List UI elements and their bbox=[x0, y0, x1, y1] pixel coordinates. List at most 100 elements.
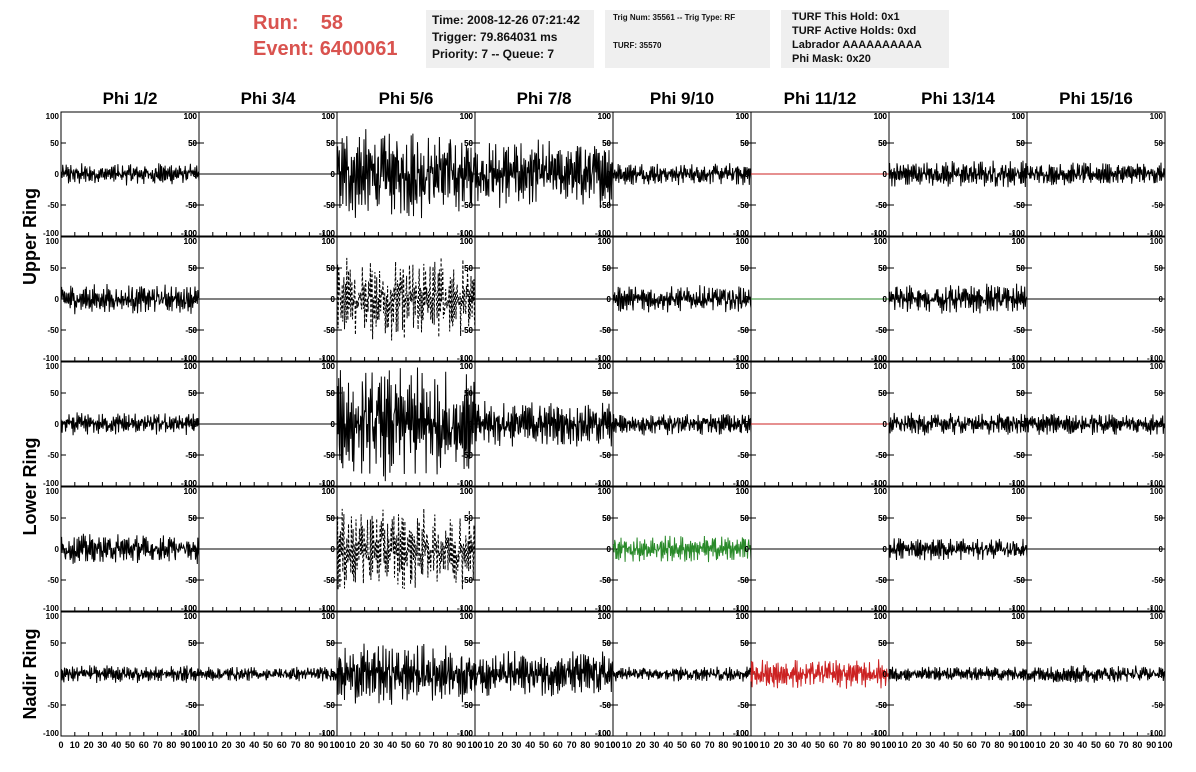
y-tick-label: 0 bbox=[331, 670, 336, 679]
waveform-trace bbox=[612, 163, 752, 186]
y-tick-label: -50 bbox=[461, 201, 473, 210]
waveform-trace bbox=[60, 533, 200, 565]
x-tick-label: 60 bbox=[829, 740, 839, 750]
x-tick-label: 100 bbox=[191, 740, 206, 750]
x-tick-label: 40 bbox=[249, 740, 259, 750]
y-tick-label: 100 bbox=[184, 362, 198, 371]
y-tick-label: 50 bbox=[464, 264, 473, 273]
y-tick-label: 50 bbox=[1154, 264, 1163, 273]
y-tick-label: -50 bbox=[185, 701, 197, 710]
y-tick-label: -100 bbox=[871, 729, 888, 738]
y-tick-label: 50 bbox=[188, 139, 197, 148]
event-value: 6400061 bbox=[319, 38, 398, 60]
y-tick-label: 100 bbox=[598, 612, 612, 621]
y-tick-label: 50 bbox=[602, 639, 611, 648]
y-tick-label: 50 bbox=[1016, 389, 1025, 398]
column-header: Phi 15/16 bbox=[1059, 89, 1133, 108]
y-tick-label: -50 bbox=[737, 701, 749, 710]
waveform-trace bbox=[336, 367, 476, 482]
y-tick-label: 0 bbox=[331, 545, 336, 554]
y-tick-label: 50 bbox=[1154, 639, 1163, 648]
y-tick-label: -50 bbox=[47, 326, 59, 335]
y-tick-label: -100 bbox=[181, 354, 198, 363]
x-tick-label: 20 bbox=[360, 740, 370, 750]
y-tick-label: 50 bbox=[188, 264, 197, 273]
y-tick-label: 100 bbox=[736, 612, 750, 621]
y-tick-label: -100 bbox=[457, 479, 474, 488]
waveform-trace bbox=[336, 129, 476, 219]
y-tick-label: -50 bbox=[47, 576, 59, 585]
y-tick-label: 0 bbox=[607, 545, 612, 554]
y-tick-label: -100 bbox=[181, 354, 198, 363]
y-tick-label: 50 bbox=[740, 139, 749, 148]
y-tick-label: 50 bbox=[740, 264, 749, 273]
y-tick-label: -100 bbox=[319, 479, 336, 488]
waveform-trace bbox=[60, 665, 200, 684]
y-tick-label: 0 bbox=[469, 545, 474, 554]
y-tick-label: -50 bbox=[323, 201, 335, 210]
y-tick-label: 50 bbox=[326, 139, 335, 148]
y-tick-label: -50 bbox=[1013, 576, 1025, 585]
y-tick-label: -100 bbox=[319, 229, 336, 238]
y-tick-label: -50 bbox=[1013, 201, 1025, 210]
y-tick-label: 0 bbox=[331, 295, 336, 304]
y-tick-label: -100 bbox=[733, 479, 750, 488]
y-tick-label: 100 bbox=[322, 237, 336, 246]
y-tick-label: 100 bbox=[598, 112, 612, 121]
y-tick-label: 0 bbox=[469, 170, 474, 179]
x-tick-label: 20 bbox=[84, 740, 94, 750]
y-tick-label: 50 bbox=[878, 514, 887, 523]
trig-num-text: Trig Num: 35561 -- Trig Type: RF bbox=[613, 13, 736, 22]
x-tick-label: 100 bbox=[329, 740, 344, 750]
y-tick-label: 50 bbox=[1016, 264, 1025, 273]
y-tick-label: 100 bbox=[598, 487, 612, 496]
y-tick-label: -50 bbox=[875, 326, 887, 335]
y-tick-label: 50 bbox=[740, 389, 749, 398]
y-tick-label: 100 bbox=[1150, 362, 1164, 371]
x-tick-label: 50 bbox=[401, 740, 411, 750]
y-tick-label: 100 bbox=[184, 612, 198, 621]
y-tick-label: -50 bbox=[461, 451, 473, 460]
x-tick-label: 10 bbox=[70, 740, 80, 750]
waveform-trace bbox=[336, 643, 476, 705]
column-header: Phi 11/12 bbox=[784, 89, 857, 108]
y-tick-label: 0 bbox=[1021, 295, 1026, 304]
waveform-trace bbox=[750, 659, 890, 689]
y-tick-label: -100 bbox=[319, 604, 336, 613]
row-group-label: Lower Ring bbox=[20, 438, 40, 536]
y-tick-label: 50 bbox=[1016, 514, 1025, 523]
event-row: Event: 6400061 bbox=[253, 36, 398, 62]
y-tick-label: 50 bbox=[878, 514, 887, 523]
y-tick-label: -100 bbox=[1009, 604, 1026, 613]
y-tick-label: 100 bbox=[184, 362, 198, 371]
y-tick-label: 0 bbox=[883, 545, 888, 554]
y-tick-label: -50 bbox=[875, 201, 887, 210]
y-tick-label: 0 bbox=[1021, 670, 1026, 679]
y-tick-label: 100 bbox=[460, 112, 474, 121]
waveform-trace bbox=[888, 283, 1028, 314]
x-tick-label: 40 bbox=[939, 740, 949, 750]
y-tick-label: 50 bbox=[464, 139, 473, 148]
y-tick-label: -100 bbox=[871, 729, 888, 738]
x-tick-label: 70 bbox=[153, 740, 163, 750]
y-tick-label: 0 bbox=[55, 295, 60, 304]
y-tick-label: -100 bbox=[871, 354, 888, 363]
y-tick-label: -50 bbox=[737, 451, 749, 460]
x-tick-label: 90 bbox=[870, 740, 880, 750]
x-tick-label: 0 bbox=[58, 740, 63, 750]
y-tick-label: 0 bbox=[193, 545, 198, 554]
y-tick-label: -100 bbox=[1009, 479, 1026, 488]
y-tick-label: -100 bbox=[871, 604, 888, 613]
x-tick-label: 60 bbox=[139, 740, 149, 750]
y-tick-label: -50 bbox=[737, 326, 749, 335]
y-tick-label: 50 bbox=[50, 139, 59, 148]
y-tick-label: -50 bbox=[323, 451, 335, 460]
y-tick-label: 100 bbox=[322, 112, 336, 121]
y-tick-label: -100 bbox=[181, 729, 198, 738]
event-label: Event: bbox=[253, 38, 315, 60]
y-tick-label: -100 bbox=[43, 729, 60, 738]
y-tick-label: -100 bbox=[43, 354, 60, 363]
y-tick-label: -50 bbox=[1151, 701, 1163, 710]
y-tick-label: -100 bbox=[871, 479, 888, 488]
y-tick-label: 0 bbox=[883, 670, 888, 679]
